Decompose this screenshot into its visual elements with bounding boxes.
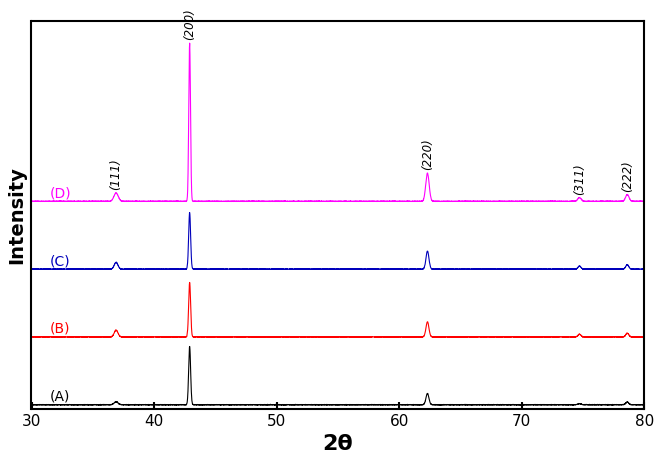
Text: (311): (311) <box>573 163 586 195</box>
Text: (A): (A) <box>50 390 70 404</box>
Text: (B): (B) <box>50 322 70 336</box>
X-axis label: 2θ: 2θ <box>323 434 354 454</box>
Y-axis label: Intensity: Intensity <box>7 166 26 264</box>
Text: (C): (C) <box>50 254 71 268</box>
Text: (222): (222) <box>621 160 634 192</box>
Text: (111): (111) <box>110 159 122 190</box>
Text: (200): (200) <box>183 9 196 41</box>
Text: (D): (D) <box>50 186 71 201</box>
Text: (220): (220) <box>421 138 434 170</box>
